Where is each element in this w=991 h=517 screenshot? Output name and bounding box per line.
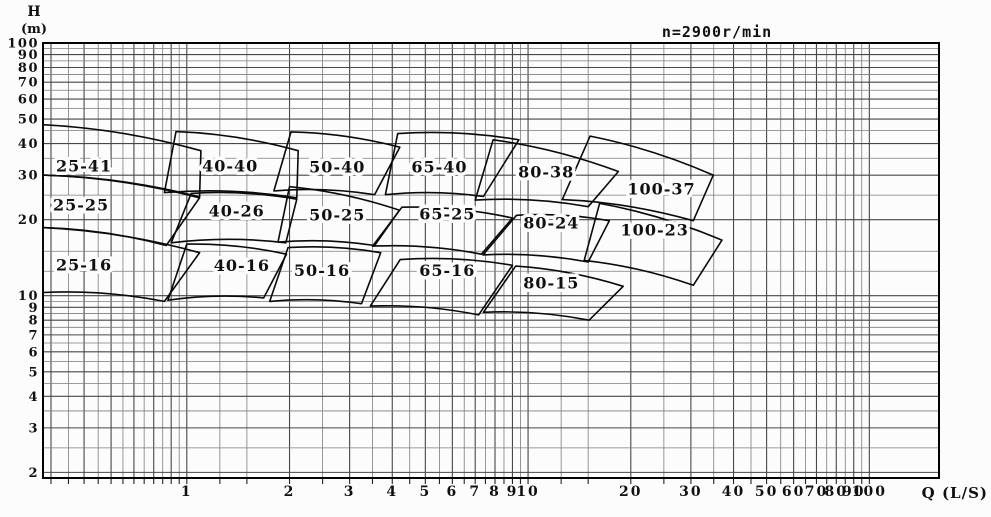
- region-40-16: [167, 243, 288, 301]
- y-tick-label-80: 80: [18, 61, 39, 76]
- region-40-26: [170, 191, 298, 244]
- x-tick-label-90: 90: [842, 484, 865, 500]
- y-tick-label-50: 50: [18, 113, 39, 128]
- region-50-16: [268, 245, 382, 305]
- region-100-23: [583, 202, 723, 287]
- region-25-16: [42, 226, 201, 303]
- region-65-25: [371, 206, 514, 255]
- y-tick-label-90: 90: [18, 48, 39, 63]
- x-tick-label-9: 9: [507, 484, 519, 500]
- y-tick-label-5: 5: [28, 365, 39, 380]
- x-tick-label-50: 50: [755, 484, 778, 500]
- y-tick-label-100: 100: [7, 37, 39, 52]
- axis-labels: 1 2 3 4 5 6 7 8 910 20 30 40 50 60 7080901001009080706…: [7, 4, 988, 502]
- region-label-25-41: 25-41: [56, 156, 112, 175]
- y-tick-label-3: 3: [28, 421, 39, 436]
- x-tick-label-60: 60: [782, 484, 805, 500]
- x-tick-label-70: 70: [805, 484, 828, 500]
- x-tick-label-20: 20: [619, 484, 642, 500]
- region-80-24: [482, 213, 611, 263]
- region-label-40-40: 40-40: [202, 156, 258, 175]
- grid-layer: [43, 42, 939, 478]
- x-axis-title: Q (L/S): [922, 484, 988, 502]
- region-40-40: [163, 130, 299, 199]
- region-label-80-15: 80-15: [523, 273, 579, 292]
- x-tick-label-1: 1: [181, 484, 193, 500]
- y-tick-label-2: 2: [28, 466, 39, 481]
- region-65-16: [369, 257, 514, 316]
- region-label-100-37: 100-37: [627, 180, 695, 199]
- x-tick-label-3: 3: [344, 484, 356, 500]
- region-label-65-25: 65-25: [419, 204, 475, 223]
- region-label-65-16: 65-16: [419, 261, 475, 280]
- y-tick-label-40: 40: [18, 137, 39, 152]
- x-tick-label-2: 2: [284, 484, 296, 500]
- region-label-25-16: 25-16: [56, 255, 112, 274]
- y-tick-label-9: 9: [28, 301, 39, 316]
- y-tick-label-4: 4: [28, 390, 39, 405]
- x-tick-label-7: 7: [469, 484, 481, 500]
- y-tick-label-20: 20: [18, 213, 39, 228]
- region-label-80-24: 80-24: [523, 214, 579, 233]
- x-tick-label-8: 8: [489, 484, 501, 500]
- region-label-40-16: 40-16: [214, 256, 270, 275]
- region-label-100-23: 100-23: [621, 221, 689, 240]
- region-label-50-40: 50-40: [309, 157, 365, 176]
- y-tick-label-7: 7: [28, 328, 39, 343]
- y-tick-label-30: 30: [18, 169, 39, 184]
- y-tick-label-6: 6: [28, 345, 39, 360]
- regions-layer: [42, 123, 723, 321]
- y-axis-title: H: [27, 4, 40, 20]
- x-tick-label-4: 4: [386, 484, 398, 500]
- x-tick-label-40: 40: [722, 484, 745, 500]
- y-tick-label-70: 70: [18, 76, 39, 91]
- x-tick-label-10: 10: [516, 484, 539, 500]
- region-65-40: [384, 131, 520, 198]
- region-label-80-38: 80-38: [518, 162, 574, 181]
- region-label-65-40: 65-40: [411, 157, 467, 176]
- region-50-40: [273, 131, 401, 196]
- region-label-50-25: 50-25: [309, 205, 365, 224]
- x-tick-label-6: 6: [446, 484, 458, 500]
- region-100-37: [561, 135, 715, 222]
- x-tick-label-5: 5: [419, 484, 431, 500]
- region-labels: 25-41 40-40 50-40 65-40 80-38 100-37 25-25 40-2…: [49, 153, 698, 296]
- x-tick-label-80: 80: [825, 484, 848, 500]
- y-tick-label-8: 8: [28, 314, 39, 329]
- y-tick-label-60: 60: [18, 93, 39, 108]
- y-axis-title-unit: (m): [21, 22, 47, 37]
- region-label-25-25: 25-25: [53, 195, 109, 214]
- region-label-50-16: 50-16: [294, 261, 350, 280]
- y-tick-label-10: 10: [18, 289, 39, 304]
- region-label-40-26: 40-26: [209, 202, 265, 221]
- x-tick-label-100: 100: [852, 484, 887, 500]
- region-80-15: [482, 265, 624, 321]
- x-tick-label-30: 30: [679, 484, 702, 500]
- speed-annotation: n=2900r/min: [662, 23, 772, 41]
- region-80-38: [474, 139, 620, 208]
